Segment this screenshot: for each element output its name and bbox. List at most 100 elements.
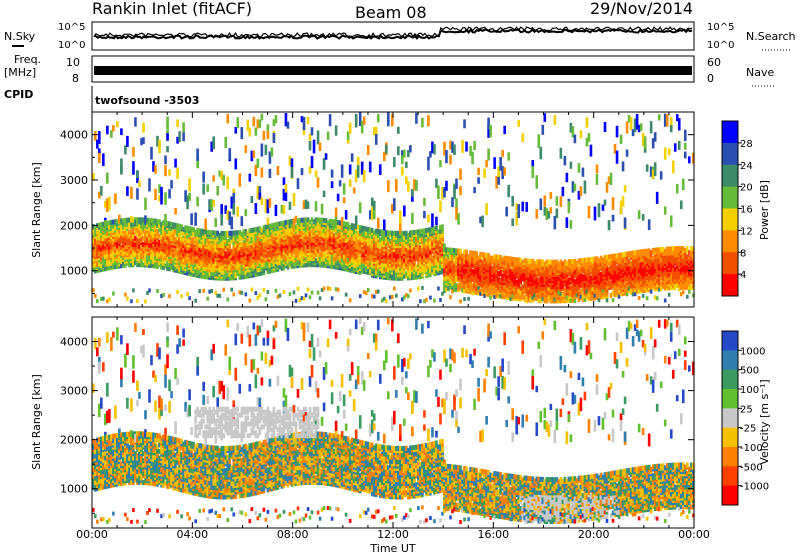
power-cell bbox=[337, 194, 340, 201]
power-cell bbox=[405, 162, 408, 168]
power-cell bbox=[327, 132, 330, 140]
power-cell bbox=[487, 149, 490, 161]
power-cell bbox=[303, 297, 306, 301]
power-cell bbox=[106, 126, 109, 135]
power-cell bbox=[212, 175, 215, 181]
power-cell bbox=[357, 165, 360, 177]
power-cell bbox=[194, 212, 197, 225]
power-cell bbox=[517, 120, 520, 127]
power-cell bbox=[212, 200, 215, 207]
power-cell bbox=[166, 116, 169, 129]
date-label: 29/Nov/2014 bbox=[590, 0, 693, 18]
power-cell bbox=[349, 298, 352, 302]
power-cell bbox=[259, 293, 262, 297]
freq-left-tick-bottom: 8 bbox=[72, 72, 79, 85]
power-cell bbox=[431, 213, 434, 227]
power-cell bbox=[108, 197, 111, 211]
power-cell bbox=[154, 165, 157, 173]
power-cell bbox=[267, 217, 270, 224]
power-cell bbox=[363, 170, 366, 182]
power-cell bbox=[126, 136, 129, 147]
power-cell bbox=[138, 181, 141, 187]
power-cell bbox=[234, 158, 237, 169]
power-cell bbox=[353, 187, 356, 193]
power-cell bbox=[126, 186, 129, 196]
power-cell bbox=[511, 196, 514, 206]
power-cell bbox=[535, 175, 538, 189]
power-cell bbox=[255, 203, 258, 214]
power-cell bbox=[315, 170, 318, 177]
power-cell bbox=[457, 213, 460, 225]
power-cell bbox=[427, 115, 430, 126]
power-cell bbox=[409, 288, 412, 292]
power-cell bbox=[132, 161, 135, 175]
power-cell bbox=[307, 201, 310, 209]
power-cell bbox=[395, 294, 398, 298]
power-cell bbox=[481, 216, 484, 228]
power-cell bbox=[355, 216, 358, 226]
power-cell bbox=[170, 180, 173, 188]
power-cell bbox=[263, 131, 266, 140]
power-cell bbox=[377, 289, 380, 293]
power-cell bbox=[240, 291, 243, 295]
power-cell bbox=[202, 183, 205, 194]
power-cell bbox=[363, 116, 366, 124]
power-cell bbox=[240, 216, 243, 226]
power-cell bbox=[218, 294, 221, 298]
power-cell bbox=[108, 298, 111, 302]
power-cell bbox=[301, 168, 304, 175]
power-cell bbox=[415, 113, 418, 124]
power-cell bbox=[331, 296, 334, 300]
power-cell bbox=[249, 128, 252, 137]
power-cell bbox=[277, 166, 280, 175]
power-cell bbox=[283, 290, 286, 294]
power-cell bbox=[421, 286, 424, 290]
power-cell bbox=[214, 218, 217, 227]
power-cell bbox=[403, 205, 406, 216]
power-cell bbox=[399, 211, 402, 224]
power-cell bbox=[339, 180, 342, 186]
power-cell bbox=[407, 294, 410, 298]
power-cell bbox=[385, 299, 388, 303]
power-cell bbox=[323, 287, 326, 291]
power-cell bbox=[261, 167, 264, 177]
power-cell bbox=[375, 134, 378, 145]
power-cell bbox=[483, 169, 486, 178]
power-cell bbox=[437, 287, 440, 291]
power-cell bbox=[132, 147, 135, 157]
power-cell bbox=[313, 140, 316, 154]
power-cell bbox=[236, 117, 239, 128]
power-cell bbox=[265, 145, 268, 155]
power-cell bbox=[202, 289, 205, 293]
noise-left-tick-bottom: 10^0 bbox=[58, 40, 85, 51]
power-cell bbox=[391, 295, 394, 299]
power-cell bbox=[261, 143, 264, 156]
power-cell bbox=[142, 123, 145, 133]
power-cell bbox=[367, 288, 370, 292]
power-cell bbox=[505, 207, 508, 217]
power-cell bbox=[387, 180, 390, 192]
noise-panel-frame bbox=[92, 22, 694, 50]
power-cell bbox=[283, 205, 286, 214]
power-cell bbox=[355, 114, 358, 128]
power-cell bbox=[245, 292, 248, 296]
power-cell bbox=[102, 153, 105, 166]
power-cell bbox=[415, 180, 418, 191]
power-cell bbox=[463, 119, 466, 128]
power-cell bbox=[463, 297, 466, 301]
power-cell bbox=[106, 172, 109, 183]
power-cell bbox=[409, 145, 412, 152]
power-cell bbox=[377, 114, 380, 122]
power-cell bbox=[317, 291, 320, 295]
power-cell bbox=[142, 137, 145, 144]
noise-right-tick-bottom: 10^0 bbox=[707, 40, 734, 51]
power-cell bbox=[98, 131, 101, 144]
power-cell bbox=[351, 153, 354, 162]
power-cell bbox=[236, 207, 239, 217]
power-cell bbox=[349, 179, 352, 187]
power-cell bbox=[419, 299, 422, 303]
power-cell bbox=[359, 294, 362, 298]
power-cell bbox=[238, 173, 241, 186]
